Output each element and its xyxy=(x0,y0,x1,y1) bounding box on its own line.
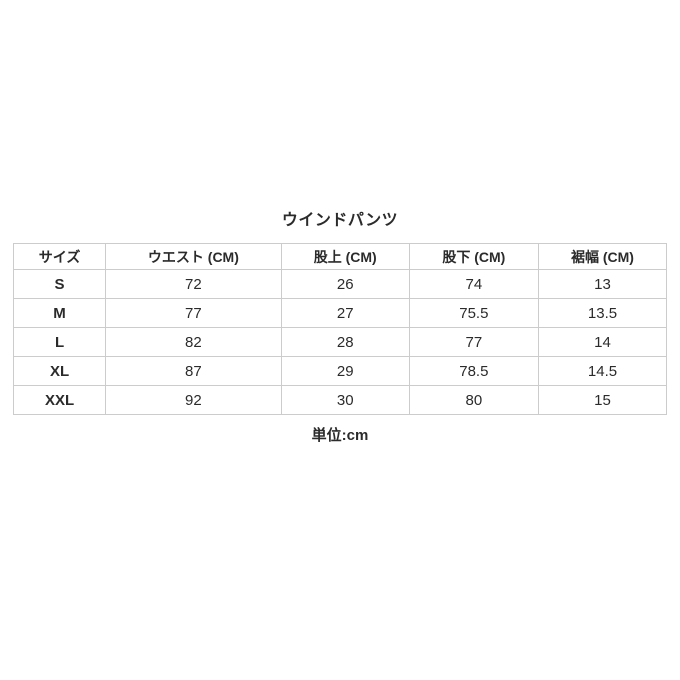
value-cell-hem_width: 14.5 xyxy=(537,356,668,386)
column-header-4: 裾幅 (CM) xyxy=(537,243,668,270)
table-body: S 72 26 74 13 M 77 27 75.5 13.5 L 82 28 77 14 XL 87 29 78.… xyxy=(12,269,668,415)
value-cell-waist: 92 xyxy=(105,385,282,415)
size-cell: XXL xyxy=(12,385,107,415)
value-cell-waist: 82 xyxy=(105,327,282,357)
size-chart-table: サイズ ウエスト (CM) 股上 (CM) 股下 (CM) 裾幅 (CM) S 72 26 7… xyxy=(12,243,668,415)
value-cell-hem_width: 14 xyxy=(537,327,668,357)
unit-note: 単位:cm xyxy=(311,427,369,444)
table-row-m: M 77 27 75.5 13.5 xyxy=(12,298,668,328)
value-cell-rise: 28 xyxy=(280,327,410,357)
value-cell-hem_width: 13 xyxy=(537,269,668,299)
column-header-1: ウエスト (CM) xyxy=(105,243,282,270)
size-chart-section: ウインドパンツ サイズ ウエスト (CM) 股上 (CM) 股下 (CM) 裾幅 (CM… xyxy=(0,206,680,445)
value-cell-waist: 77 xyxy=(105,298,282,328)
size-cell: S xyxy=(12,269,107,299)
value-cell-rise: 27 xyxy=(280,298,410,328)
column-header-2: 股上 (CM) xyxy=(280,243,410,270)
value-cell-inseam: 74 xyxy=(408,269,539,299)
value-cell-hem_width: 13.5 xyxy=(537,298,668,328)
size-chart-title: ウインドパンツ xyxy=(281,212,399,229)
table-header-row: サイズ ウエスト (CM) 股上 (CM) 股下 (CM) 裾幅 (CM) xyxy=(12,243,668,270)
size-cell: M xyxy=(12,298,107,328)
value-cell-rise: 26 xyxy=(280,269,410,299)
size-cell: XL xyxy=(12,356,107,386)
value-cell-inseam: 78.5 xyxy=(408,356,539,386)
table-row-s: S 72 26 74 13 xyxy=(12,269,668,299)
column-header-3: 股下 (CM) xyxy=(408,243,539,270)
value-cell-rise: 30 xyxy=(280,385,410,415)
value-cell-inseam: 80 xyxy=(408,385,539,415)
value-cell-waist: 72 xyxy=(105,269,282,299)
size-cell: L xyxy=(12,327,107,357)
value-cell-waist: 87 xyxy=(105,356,282,386)
table-row-xl: XL 87 29 78.5 14.5 xyxy=(12,356,668,386)
value-cell-rise: 29 xyxy=(280,356,410,386)
value-cell-inseam: 77 xyxy=(408,327,539,357)
value-cell-inseam: 75.5 xyxy=(408,298,539,328)
table-row-l: L 82 28 77 14 xyxy=(12,327,668,357)
column-header-0: サイズ xyxy=(12,243,107,270)
table-row-xxl: XXL 92 30 80 15 xyxy=(12,385,668,415)
value-cell-hem_width: 15 xyxy=(537,385,668,415)
